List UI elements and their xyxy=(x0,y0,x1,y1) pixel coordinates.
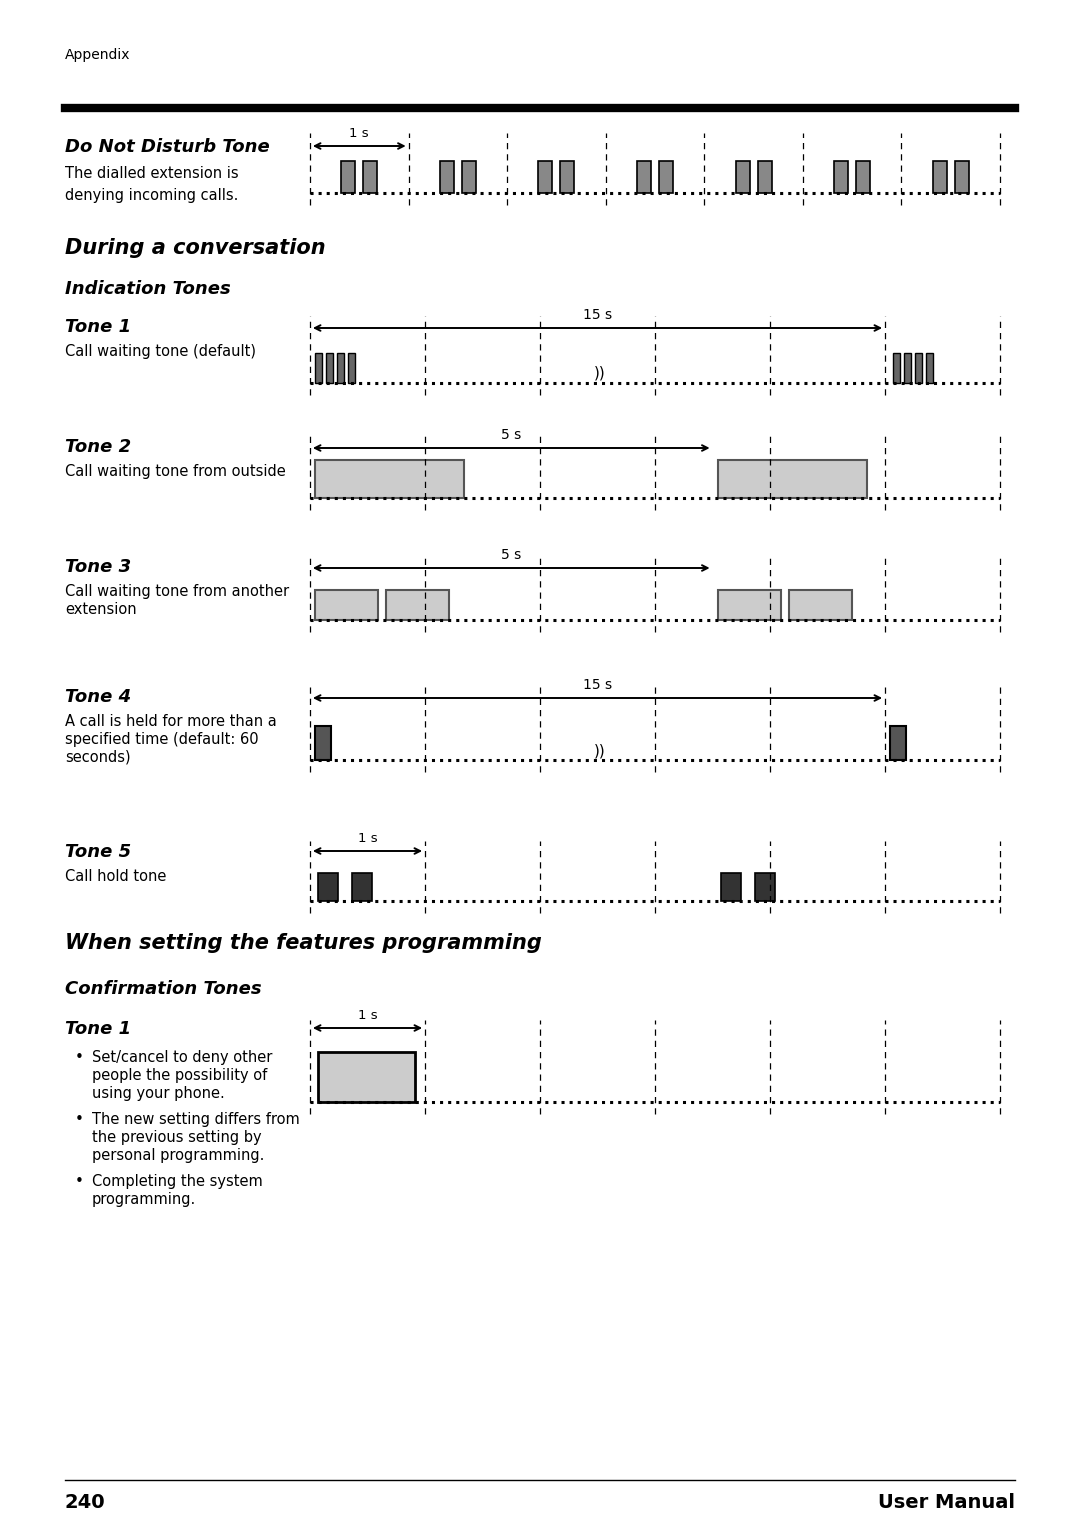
Text: Call waiting tone (default): Call waiting tone (default) xyxy=(65,344,256,359)
Text: 1 s: 1 s xyxy=(357,833,377,845)
Bar xyxy=(757,160,771,193)
Bar xyxy=(561,160,575,193)
Text: extension: extension xyxy=(65,602,137,617)
Text: When setting the features programming: When setting the features programming xyxy=(65,934,542,953)
Bar xyxy=(955,160,969,193)
Text: Tone 1: Tone 1 xyxy=(65,1021,131,1038)
Bar xyxy=(926,353,933,384)
Bar xyxy=(341,160,355,193)
Bar xyxy=(539,160,553,193)
Bar xyxy=(904,353,912,384)
Text: The new setting differs from: The new setting differs from xyxy=(92,1112,300,1128)
Text: Completing the system: Completing the system xyxy=(92,1174,262,1189)
Bar xyxy=(717,590,781,620)
Text: 15 s: 15 s xyxy=(583,678,612,692)
Text: Tone 5: Tone 5 xyxy=(65,843,131,860)
Text: programming.: programming. xyxy=(92,1192,197,1207)
Text: Call hold tone: Call hold tone xyxy=(65,869,166,885)
Bar xyxy=(462,160,476,193)
Text: using your phone.: using your phone. xyxy=(92,1086,225,1102)
Text: •: • xyxy=(75,1112,84,1128)
Text: User Manual: User Manual xyxy=(878,1493,1015,1513)
Text: •: • xyxy=(75,1174,84,1189)
Bar xyxy=(893,353,900,384)
Text: Tone 4: Tone 4 xyxy=(65,688,131,706)
Bar xyxy=(318,1051,415,1102)
Text: 15 s: 15 s xyxy=(583,309,612,322)
Bar xyxy=(735,160,750,193)
Bar xyxy=(363,160,377,193)
Text: Do Not Disturb Tone: Do Not Disturb Tone xyxy=(65,138,270,156)
Text: Tone 2: Tone 2 xyxy=(65,439,131,455)
Text: Indication Tones: Indication Tones xyxy=(65,280,231,298)
Text: personal programming.: personal programming. xyxy=(92,1148,265,1163)
Bar xyxy=(755,872,774,902)
Bar xyxy=(315,353,322,384)
Bar xyxy=(318,872,338,902)
Bar xyxy=(915,353,922,384)
Text: Confirmation Tones: Confirmation Tones xyxy=(65,979,261,998)
Text: denying incoming calls.: denying incoming calls. xyxy=(65,188,239,203)
Text: 5 s: 5 s xyxy=(501,549,522,562)
Text: 5 s: 5 s xyxy=(501,428,522,442)
Text: Call waiting tone from another: Call waiting tone from another xyxy=(65,584,289,599)
Text: )): )) xyxy=(594,743,606,758)
Bar xyxy=(856,160,870,193)
Text: people the possibility of: people the possibility of xyxy=(92,1068,267,1083)
Text: seconds): seconds) xyxy=(65,750,131,766)
Bar xyxy=(337,353,345,384)
Bar xyxy=(348,353,355,384)
Text: Set/cancel to deny other: Set/cancel to deny other xyxy=(92,1050,272,1065)
Text: the previous setting by: the previous setting by xyxy=(92,1131,261,1144)
Bar xyxy=(440,160,454,193)
Bar xyxy=(890,726,906,759)
Text: )): )) xyxy=(594,367,606,380)
Bar xyxy=(326,353,333,384)
Bar xyxy=(637,160,651,193)
Text: During a conversation: During a conversation xyxy=(65,238,326,258)
Bar xyxy=(788,590,851,620)
Text: 1 s: 1 s xyxy=(350,127,369,141)
Bar xyxy=(315,460,464,498)
Bar xyxy=(933,160,947,193)
Text: Call waiting tone from outside: Call waiting tone from outside xyxy=(65,465,286,478)
Bar xyxy=(717,460,866,498)
Text: A call is held for more than a: A call is held for more than a xyxy=(65,714,276,729)
Bar xyxy=(659,160,673,193)
Text: Tone 3: Tone 3 xyxy=(65,558,131,576)
Text: •: • xyxy=(75,1050,84,1065)
Bar xyxy=(720,872,741,902)
Bar xyxy=(386,590,449,620)
Bar xyxy=(834,160,848,193)
Bar xyxy=(315,590,378,620)
Text: Appendix: Appendix xyxy=(65,47,131,63)
Text: specified time (default: 60: specified time (default: 60 xyxy=(65,732,258,747)
Text: The dialled extension is: The dialled extension is xyxy=(65,167,239,180)
Text: 240: 240 xyxy=(65,1493,106,1513)
Text: 1 s: 1 s xyxy=(357,1008,377,1022)
Bar xyxy=(352,872,372,902)
Bar xyxy=(315,726,330,759)
Text: Tone 1: Tone 1 xyxy=(65,318,131,336)
